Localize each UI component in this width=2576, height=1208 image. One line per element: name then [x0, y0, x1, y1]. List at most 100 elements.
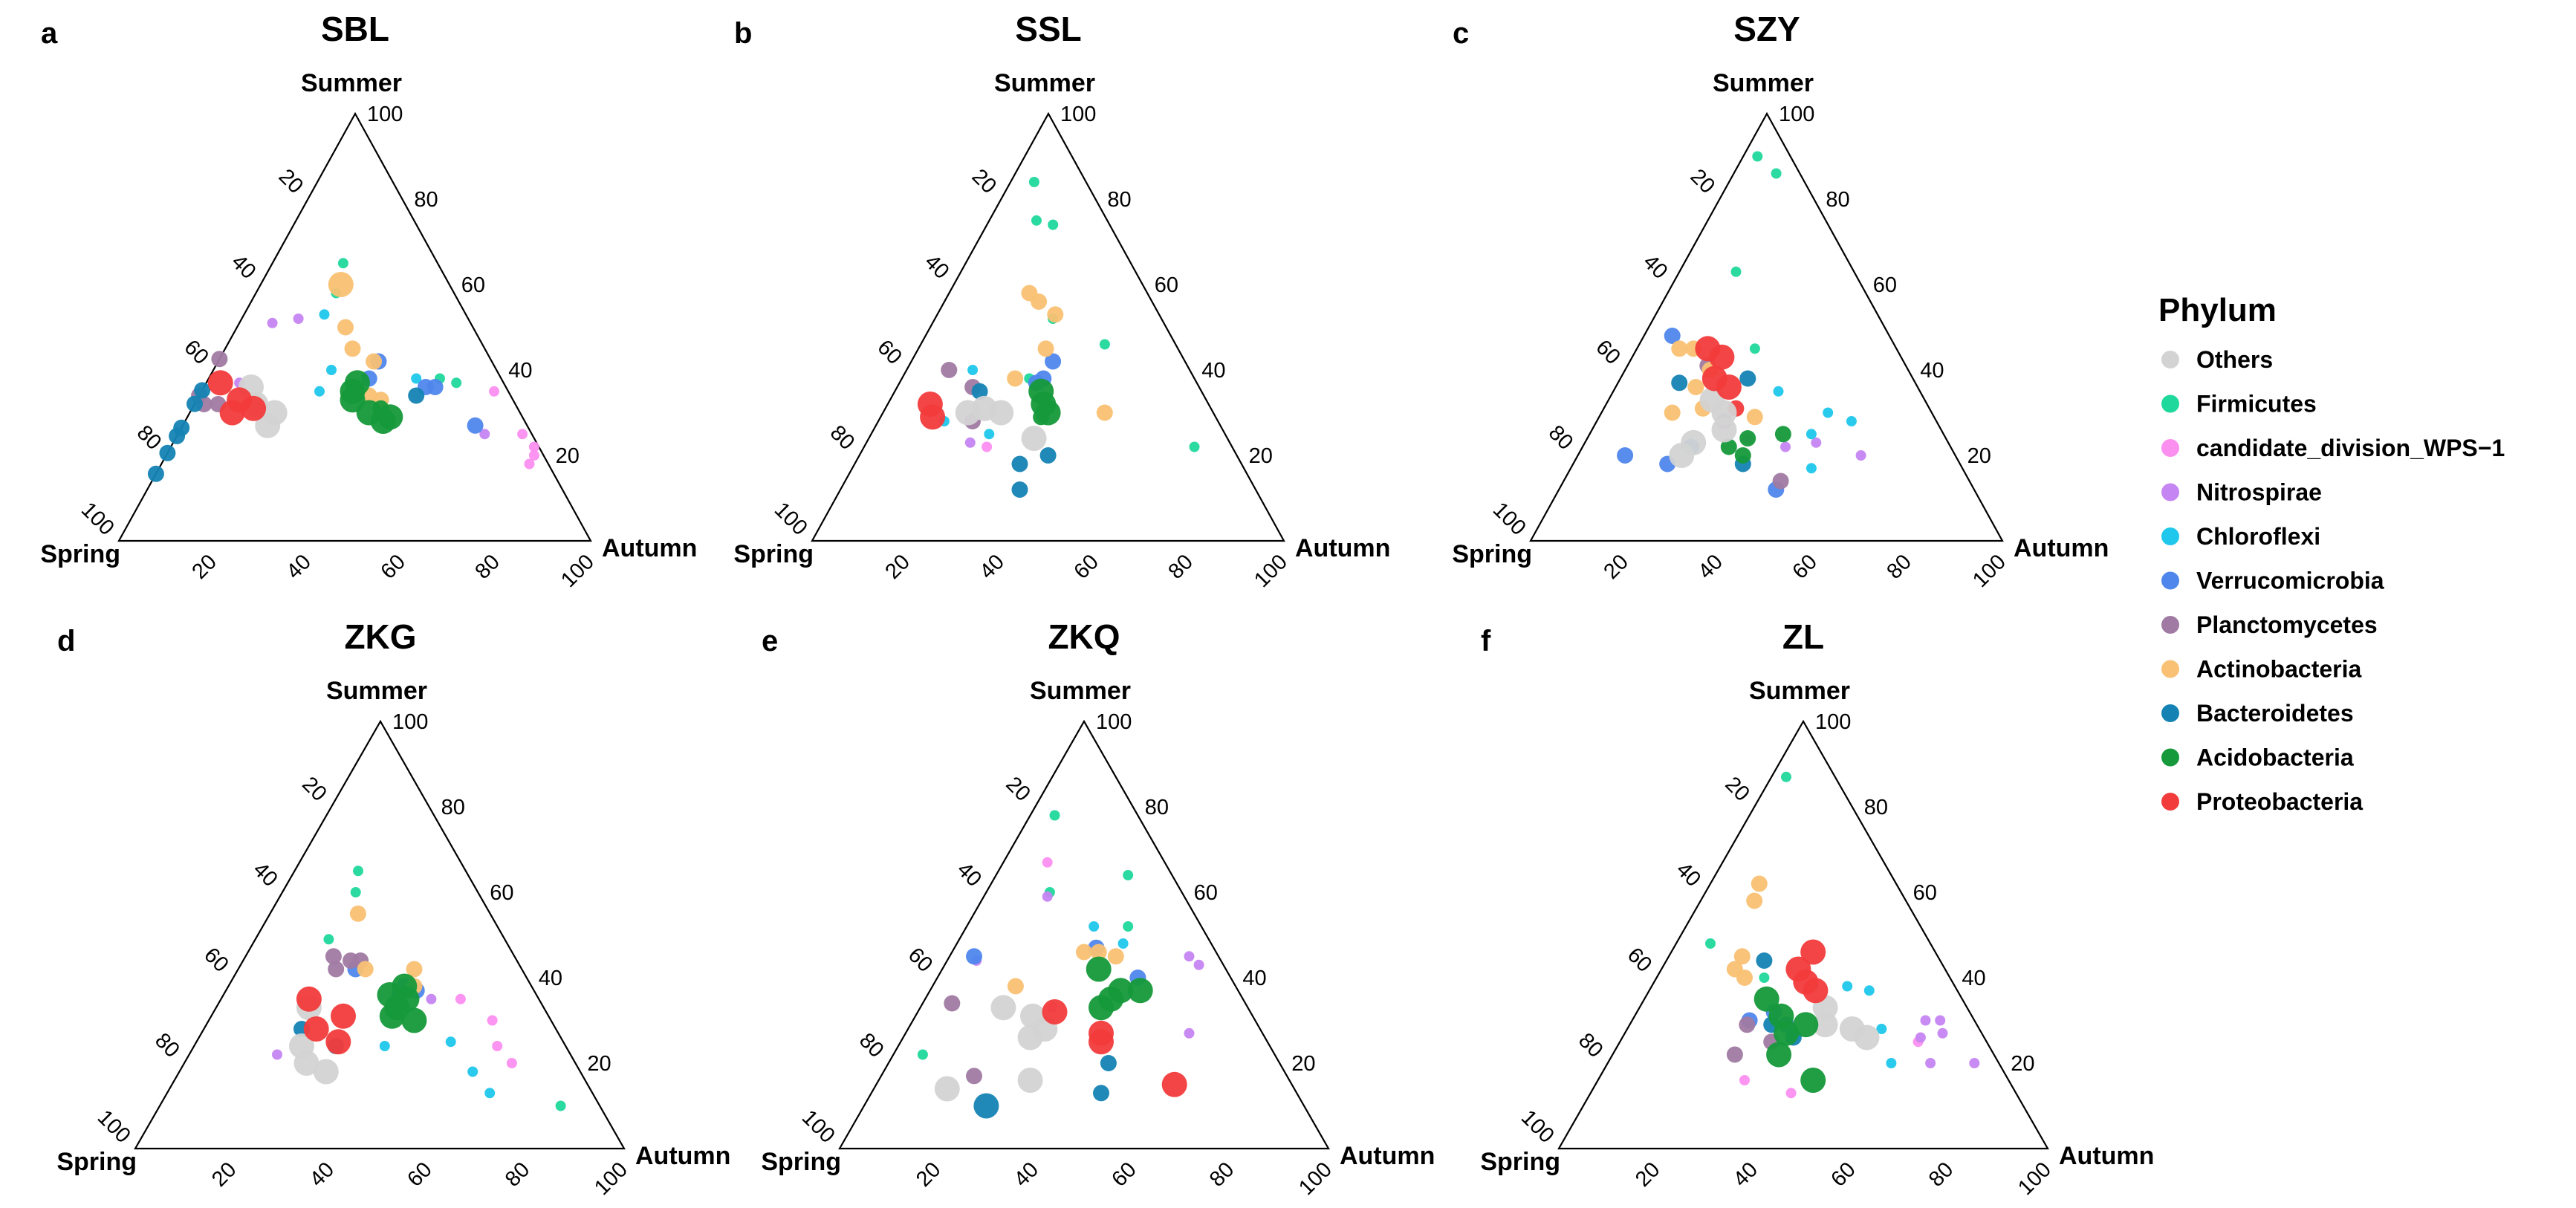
- vertex-label-summer: Summer: [326, 677, 427, 705]
- tick-summer: 20: [1967, 444, 1991, 468]
- point-chloroflexi: [1823, 407, 1834, 418]
- point-others: [1669, 443, 1695, 468]
- tick-autumn: 100: [1294, 1157, 1337, 1200]
- tick-summer: 80: [1107, 188, 1131, 212]
- tick-autumn: 40: [976, 550, 1009, 583]
- point-actinobacteria: [1090, 944, 1107, 961]
- point-nitrospirae: [1969, 1058, 1980, 1068]
- point-proteobacteria: [1709, 344, 1735, 370]
- point-planctomycetes: [1726, 1046, 1743, 1063]
- tick-autumn: 100: [1968, 550, 2011, 592]
- point-chloroflexi: [984, 429, 995, 440]
- legend-marker-others: [2161, 351, 2179, 368]
- point-bacteroidetes: [408, 387, 425, 404]
- point-candidate_division_wps-1: [506, 1058, 517, 1068]
- point-firmicutes: [1759, 972, 1770, 983]
- data-points: [1617, 151, 1866, 498]
- panel-title: ZKG: [344, 617, 416, 656]
- tick-summer: 20: [1291, 1052, 1315, 1076]
- point-acidobacteria: [1774, 426, 1791, 443]
- ternary-frame: [811, 111, 1285, 542]
- vertex-label-spring: Spring: [56, 1148, 137, 1176]
- vertex-label-spring: Spring: [761, 1148, 841, 1176]
- tick-spring: 100: [1516, 1105, 1559, 1148]
- point-acidobacteria: [1766, 1042, 1792, 1068]
- point-planctomycetes: [328, 961, 345, 978]
- point-nitrospirae: [1915, 1032, 1926, 1043]
- tick-autumn: 60: [1788, 550, 1822, 583]
- point-actinobacteria: [328, 272, 354, 297]
- point-firmicutes: [350, 887, 361, 897]
- tick-spring: 100: [770, 498, 812, 540]
- tick-spring: 100: [93, 1105, 135, 1148]
- point-candidate_division_wps-1: [492, 1041, 503, 1051]
- legend-label-nitrospirae: Nitrospirae: [2196, 479, 2322, 506]
- point-nitrospirae: [1925, 1058, 1936, 1068]
- tick-autumn: 20: [1600, 550, 1633, 583]
- panel-zkq: e ZKQ Summer Spring Autumn 20 20 20 40 40 40 60 60 60…: [761, 617, 1435, 1200]
- tick-spring: 100: [77, 498, 119, 540]
- panel-letter: b: [734, 17, 752, 50]
- tick-summer: 100: [1815, 710, 1851, 734]
- point-firmicutes: [1771, 168, 1782, 179]
- ternary-frame: [117, 111, 592, 542]
- tick-spring: 20: [1720, 773, 1753, 806]
- point-actinobacteria: [1037, 340, 1054, 357]
- panel-letter: f: [1481, 625, 1491, 657]
- point-proteobacteria: [1803, 978, 1829, 1004]
- tick-summer: 60: [461, 273, 485, 297]
- point-bacteroidetes: [1011, 481, 1028, 498]
- point-others: [1711, 417, 1737, 443]
- point-nitrospirae: [426, 993, 437, 1004]
- point-nitrospirae: [964, 437, 976, 448]
- legend-marker-planctomycetes: [2161, 616, 2179, 634]
- point-proteobacteria: [1716, 374, 1742, 400]
- tick-spring: 80: [825, 421, 859, 455]
- point-bacteroidetes: [973, 1093, 999, 1119]
- tick-summer: 100: [1096, 710, 1132, 734]
- tick-summer: 80: [1864, 796, 1888, 819]
- point-actinobacteria: [1107, 948, 1124, 965]
- legend: Phylum Others Firmicutes candidate_divisio…: [2158, 292, 2505, 815]
- tick-summer: 80: [414, 188, 438, 212]
- point-chloroflexi: [1846, 416, 1857, 426]
- vertex-label-autumn: Autumn: [602, 534, 697, 562]
- point-firmicutes: [1028, 177, 1039, 187]
- tick-autumn: 20: [188, 550, 221, 583]
- point-bacteroidetes: [971, 383, 988, 400]
- tick-autumn: 80: [471, 550, 505, 583]
- tick-summer: 40: [1962, 967, 1985, 990]
- ternary-panels: a SBL Summer Spring Autumn 20 20 20 40 40 40 60 60 60…: [40, 10, 2154, 1200]
- point-bacteroidetes: [1100, 1055, 1117, 1071]
- tick-summer: 100: [1060, 103, 1096, 126]
- point-verrucomicrobia: [1045, 353, 1062, 370]
- point-nitrospirae: [1935, 1015, 1946, 1026]
- tick-autumn: 100: [2014, 1157, 2056, 1200]
- point-firmicutes: [1781, 771, 1791, 782]
- point-acidobacteria: [1098, 986, 1124, 1012]
- legend-label-planctomycetes: Planctomycetes: [2196, 611, 2378, 638]
- point-verrucomicrobia: [467, 417, 484, 434]
- point-actinobacteria: [357, 961, 374, 978]
- legend-marker-acidobacteria: [2161, 748, 2179, 767]
- point-verrucomicrobia: [1617, 447, 1634, 464]
- tick-autumn: 80: [501, 1157, 534, 1191]
- point-actinobacteria: [349, 905, 366, 922]
- tick-summer: 60: [1873, 273, 1897, 297]
- tick-spring: 60: [903, 944, 937, 977]
- point-planctomycetes: [966, 1068, 982, 1085]
- point-acidobacteria: [377, 982, 403, 1007]
- point-acidobacteria: [1739, 430, 1756, 446]
- tick-summer: 100: [367, 103, 403, 126]
- point-actinobacteria: [366, 353, 383, 370]
- tick-autumn: 40: [282, 550, 316, 583]
- point-bacteroidetes: [159, 444, 176, 461]
- point-firmicutes: [1099, 339, 1110, 350]
- point-firmicutes: [1123, 921, 1134, 932]
- point-firmicutes: [1049, 810, 1060, 821]
- point-planctomycetes: [325, 948, 342, 965]
- point-actinobacteria: [337, 319, 354, 336]
- tick-summer: 60: [490, 881, 513, 905]
- point-actinobacteria: [406, 961, 423, 978]
- point-chloroflexi: [379, 1041, 390, 1051]
